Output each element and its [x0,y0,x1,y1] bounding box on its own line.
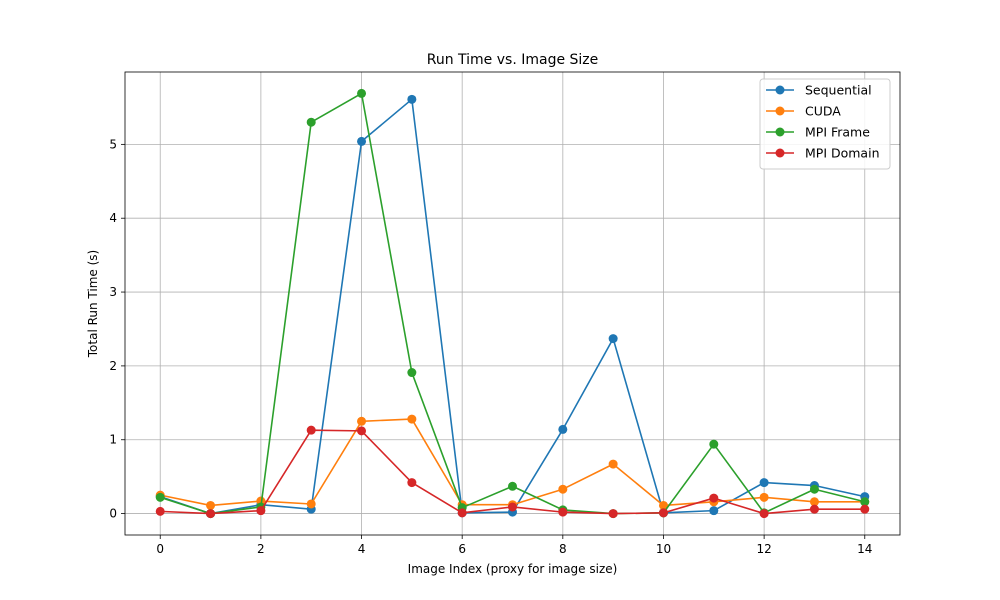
x-tick-label: 12 [756,542,771,556]
legend-marker [775,106,785,116]
data-point [860,504,870,514]
series-group [155,88,870,519]
legend-label: CUDA [805,104,841,119]
data-point [759,509,769,519]
y-tick-label: 2 [109,359,117,373]
x-tick-label: 8 [559,542,567,556]
data-point [357,88,367,98]
data-point [155,492,165,502]
legend-item: MPI Frame [766,125,870,140]
data-point [206,500,216,510]
data-point [558,424,568,434]
data-point [306,499,316,509]
data-point [658,508,668,518]
data-point [709,493,719,503]
data-point [809,497,819,507]
legend-marker [775,148,785,158]
data-point [357,136,367,146]
legend-box [759,78,891,170]
data-point [407,478,417,488]
y-axis-label: Total Run Time (s) [86,250,100,358]
data-point [357,416,367,426]
data-point [457,508,467,518]
data-point [558,507,568,517]
x-axis-label: Image Index (proxy for image size) [408,562,618,576]
data-point [759,478,769,488]
y-tick-label: 3 [109,285,117,299]
data-point [608,459,618,469]
legend-item: Sequential [766,83,872,98]
series-mpi-domain [155,425,870,519]
legend-marker [775,85,785,95]
data-point [759,492,769,502]
data-point [256,506,266,516]
data-point [306,425,316,435]
data-point [608,509,618,519]
data-point [809,484,819,494]
data-point [407,368,417,378]
legend-label: MPI Frame [805,125,870,140]
data-point [357,426,367,436]
legend-label: Sequential [805,83,872,98]
legend-item: CUDA [766,104,841,119]
x-tick-label: 6 [458,542,466,556]
y-tick-label: 1 [109,433,117,447]
x-tick-label: 10 [656,542,671,556]
legend: Sequential CUDA MPI Frame MPI Domain [759,78,891,170]
data-point [608,334,618,344]
x-tick-label: 0 [156,542,164,556]
y-tick-label: 0 [109,507,117,521]
y-tick-label: 4 [109,211,117,225]
data-point [508,502,517,512]
data-point [407,94,417,104]
legend-item: MPI Domain [766,146,880,161]
legend-label: MPI Domain [805,146,880,161]
plot-frame [124,71,901,536]
data-point [709,506,719,516]
data-point [658,500,668,510]
data-point [206,509,216,519]
x-tick-label: 14 [857,542,872,556]
data-point [407,414,417,424]
data-point [306,117,316,127]
x-tick-label: 2 [257,542,265,556]
chart-title: Run Time vs. Image Size [427,52,599,68]
data-point [860,497,870,507]
data-point [558,484,568,494]
legend-marker [775,127,785,137]
data-point [809,504,819,514]
data-point [155,506,165,516]
data-point [709,439,719,449]
y-tick-label: 5 [109,137,117,151]
x-tick-label: 4 [358,542,366,556]
data-point [508,481,517,491]
